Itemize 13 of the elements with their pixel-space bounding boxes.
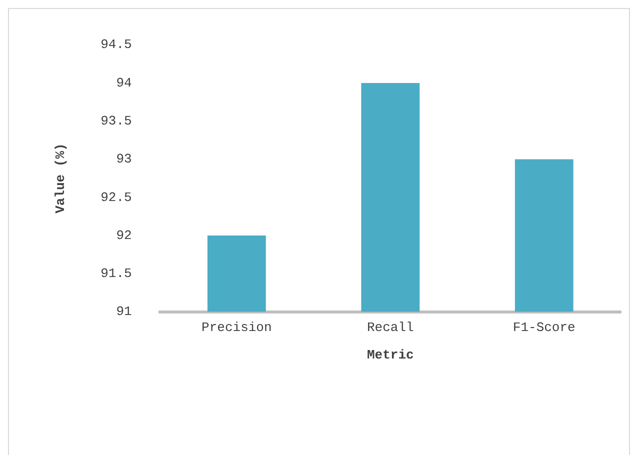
x-tick-label: Precision bbox=[202, 320, 272, 336]
y-tick-label: 92 bbox=[116, 228, 132, 243]
y-tick-label: 93.5 bbox=[100, 114, 132, 129]
y-tick-label: 91.5 bbox=[100, 266, 132, 282]
y-tick-label: 92.5 bbox=[100, 190, 132, 205]
y-tick-label: 94.5 bbox=[100, 37, 132, 52]
y-tick-label: 91 bbox=[116, 304, 132, 320]
y-axis-title: Value (%) bbox=[53, 143, 68, 214]
x-tick-label: Recall bbox=[366, 320, 414, 336]
y-tick-label: 94 bbox=[116, 75, 132, 90]
x-tick-label: F1-Score bbox=[512, 320, 576, 336]
y-tick-label: 93 bbox=[116, 152, 132, 167]
x-axis-title: Metric bbox=[366, 347, 414, 362]
